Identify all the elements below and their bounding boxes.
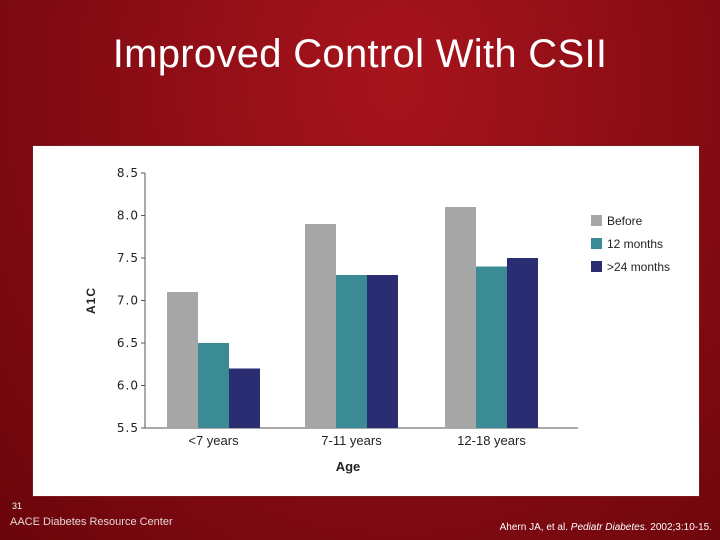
y-tick-label: 5.5 — [117, 421, 139, 435]
bar-2-0 — [445, 207, 476, 428]
x-tick-label: 12-18 years — [457, 433, 526, 448]
y-tick-label: 8.5 — [117, 166, 139, 180]
organization-name: AACE Diabetes Resource Center — [10, 516, 173, 528]
x-axis-title: Age — [336, 459, 361, 474]
bar-1-0 — [305, 224, 336, 428]
bar-1-1 — [336, 275, 367, 428]
citation: Ahern JA, et al. Pediatr Diabetes. 2002;… — [500, 522, 712, 533]
y-axis-title: A1C — [84, 287, 98, 314]
bar-chart: 8.5 8.0 7.5 7.0 6.5 6.0 5.5 A1C <7 years 7-11 yea… — [84, 166, 670, 474]
legend-label: 12 months — [607, 237, 663, 251]
y-tick-label: 7.5 — [117, 251, 139, 265]
bar-0-1 — [198, 343, 229, 428]
legend-swatch — [591, 215, 602, 226]
citation-journal: Pediatr Diabetes. — [570, 522, 648, 533]
legend-label: >24 months — [607, 260, 670, 274]
legend-swatch — [591, 261, 602, 272]
legend-swatch — [591, 238, 602, 249]
legend-label: Before — [607, 214, 643, 228]
slide-number: 31 — [12, 501, 23, 511]
bar-2-1 — [476, 266, 507, 428]
slide-title: Improved Control With CSII — [112, 32, 608, 76]
bar-1-2 — [367, 275, 398, 428]
chart-panel: 8.5 8.0 7.5 7.0 6.5 6.0 5.5 A1C <7 years 7-11 yea… — [32, 145, 700, 497]
citation-authors: Ahern JA, et al. — [499, 522, 568, 533]
y-tick-label: 6.5 — [117, 336, 139, 350]
bar-2-2 — [507, 258, 538, 428]
x-tick-label: 7-11 years — [321, 433, 382, 448]
citation-details: 2002;3:10-15. — [650, 522, 712, 533]
y-tick-label: 7.0 — [117, 294, 139, 308]
y-tick-label: 6.0 — [117, 379, 139, 393]
y-tick-label: 8.0 — [117, 209, 139, 223]
bar-0-0 — [167, 292, 198, 428]
x-tick-label: <7 years — [188, 433, 239, 448]
bar-0-2 — [229, 368, 260, 428]
